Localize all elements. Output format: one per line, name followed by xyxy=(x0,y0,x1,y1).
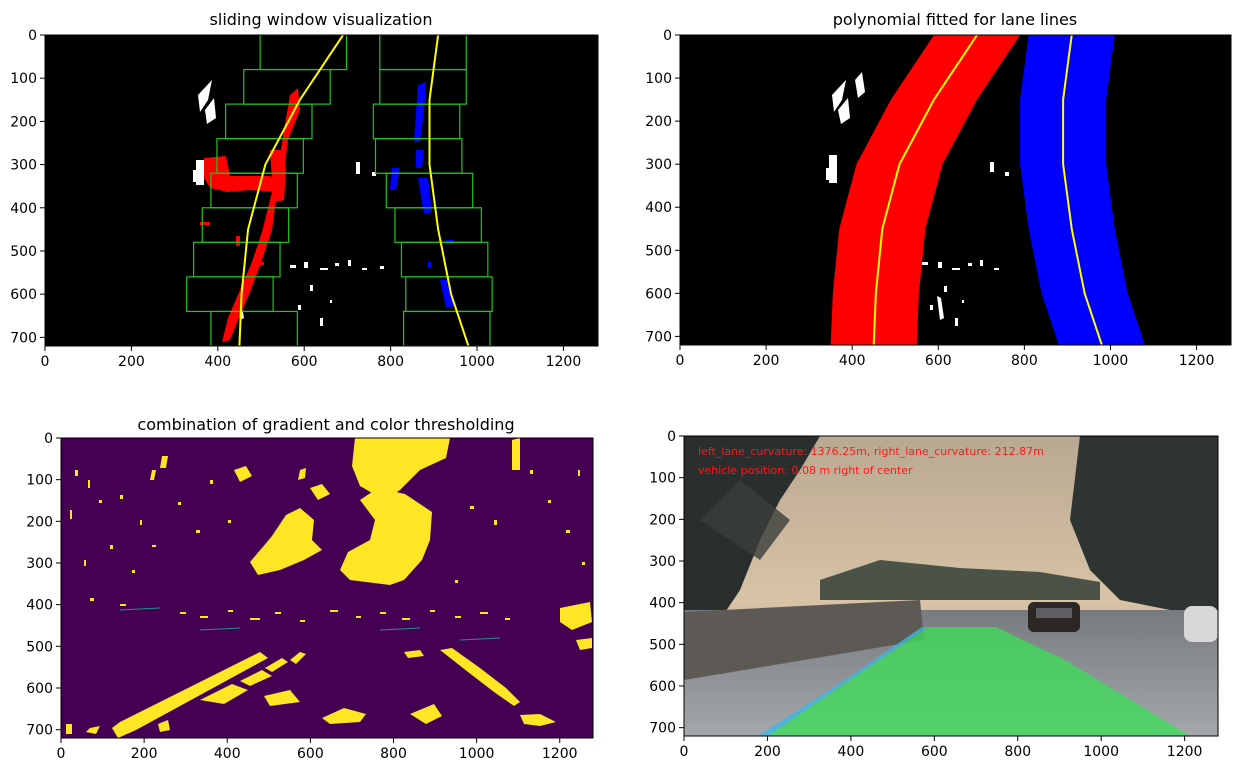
y-tick-label: 0 xyxy=(667,429,676,445)
y-tick-label: 200 xyxy=(649,512,676,528)
x-tick-label: 0 xyxy=(41,354,50,370)
y-tick-label: 0 xyxy=(44,431,53,447)
x-tick-label: 1000 xyxy=(1083,744,1119,760)
y-tick-label: 400 xyxy=(649,596,676,612)
y-tick-label: 600 xyxy=(26,681,53,697)
x-tick-label: 1200 xyxy=(546,354,582,370)
result-curvature-text: left_lane_curvature: 1376.25m, right_lan… xyxy=(698,445,1044,458)
x-tick-label: 1200 xyxy=(1167,744,1203,760)
x-tick-label: 400 xyxy=(204,354,231,370)
y-tick-label: 300 xyxy=(10,158,37,174)
x-tick-label: 400 xyxy=(214,746,241,762)
x-tick-label: 400 xyxy=(838,744,865,760)
y-tick-label: 500 xyxy=(10,244,37,260)
y-tick-label: 500 xyxy=(645,243,672,259)
y-tick-label: 300 xyxy=(26,556,53,572)
x-tick-label: 800 xyxy=(380,746,407,762)
x-tick-label: 600 xyxy=(925,353,952,369)
y-tick-label: 400 xyxy=(10,201,37,217)
y-tick-label: 300 xyxy=(649,554,676,570)
y-tick-label: 300 xyxy=(645,157,672,173)
binary-image-background xyxy=(61,438,593,738)
y-tick-label: 600 xyxy=(10,287,37,303)
x-tick-label: 800 xyxy=(377,354,404,370)
y-tick-label: 400 xyxy=(645,200,672,216)
y-tick-label: 600 xyxy=(649,679,676,695)
x-tick-label: 600 xyxy=(297,746,324,762)
y-tick-label: 100 xyxy=(649,471,676,487)
x-tick-label: 200 xyxy=(118,354,145,370)
x-tick-label: 1000 xyxy=(459,354,495,370)
y-tick-label: 500 xyxy=(26,639,53,655)
x-tick-label: 400 xyxy=(839,353,866,369)
sliding-image-background xyxy=(45,35,598,346)
x-tick-label: 200 xyxy=(753,353,780,369)
x-tick-label: 0 xyxy=(676,353,685,369)
y-tick-label: 500 xyxy=(649,637,676,653)
subplot-sliding-window: sliding window visualization xyxy=(10,10,598,370)
x-tick-label: 600 xyxy=(291,354,318,370)
subplot-result: left_lane_curvature: 1376.25m, right_lan… xyxy=(649,429,1218,760)
x-tick-label: 800 xyxy=(1011,353,1038,369)
result-white-car xyxy=(1184,606,1218,642)
sliding-panel-title: sliding window visualization xyxy=(210,10,433,29)
x-tick-label: 1200 xyxy=(1179,353,1215,369)
y-tick-label: 0 xyxy=(663,28,672,44)
x-tick-label: 1200 xyxy=(542,746,578,762)
x-tick-label: 1000 xyxy=(1093,353,1129,369)
y-tick-label: 100 xyxy=(26,473,53,489)
subplot-thresholding: combination of gradient and color thresh… xyxy=(26,415,593,762)
x-tick-label: 200 xyxy=(754,744,781,760)
y-tick-label: 400 xyxy=(26,598,53,614)
y-tick-label: 100 xyxy=(645,71,672,87)
x-tick-label: 0 xyxy=(680,744,689,760)
poly-panel-title: polynomial fitted for lane lines xyxy=(833,10,1077,29)
x-tick-label: 800 xyxy=(1004,744,1031,760)
y-tick-label: 600 xyxy=(645,286,672,302)
y-tick-label: 0 xyxy=(28,28,37,44)
x-tick-label: 600 xyxy=(921,744,948,760)
y-tick-label: 700 xyxy=(26,723,53,739)
y-tick-label: 200 xyxy=(26,514,53,530)
subplot-polynomial-fit: polynomial fitted for lane lines xyxy=(645,10,1231,369)
result-car xyxy=(1028,602,1080,632)
x-tick-label: 1000 xyxy=(459,746,495,762)
y-tick-label: 700 xyxy=(10,330,37,346)
x-tick-label: 200 xyxy=(131,746,158,762)
y-tick-label: 700 xyxy=(645,329,672,345)
y-tick-label: 200 xyxy=(645,114,672,130)
y-tick-label: 700 xyxy=(649,721,676,737)
result-position-text: vehicle position: 0.08 m right of center xyxy=(698,464,913,477)
x-tick-label: 0 xyxy=(57,746,66,762)
binary-panel-title: combination of gradient and color thresh… xyxy=(137,415,514,434)
y-tick-label: 100 xyxy=(10,71,37,87)
y-tick-label: 200 xyxy=(10,114,37,130)
